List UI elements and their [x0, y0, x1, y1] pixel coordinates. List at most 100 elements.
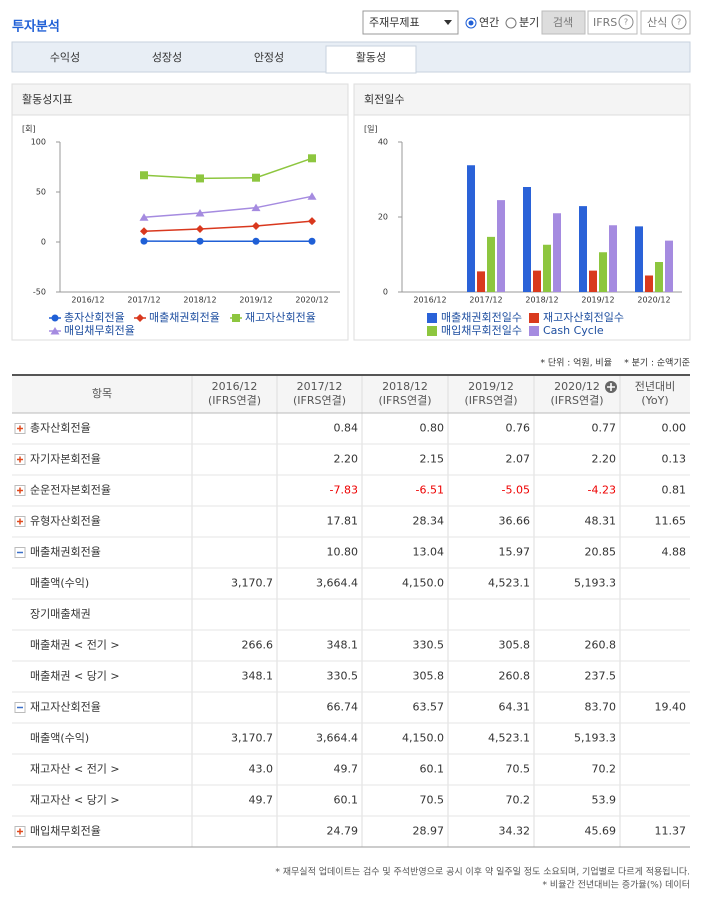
line-point: [140, 237, 148, 245]
cell-value: 2.07: [506, 453, 531, 466]
panel-header: [353, 83, 691, 116]
column-header: 2019/12: [468, 380, 514, 393]
cell-value: 348.1: [327, 639, 359, 652]
legend-label: 매입채무회전일수: [441, 323, 522, 337]
legend-label: 매출채권회전율: [149, 311, 220, 324]
cell-value: 70.2: [506, 794, 531, 807]
cell-value: -4.23: [588, 484, 616, 497]
cell-value: 83.70: [585, 701, 617, 714]
footnote: * 비율간 전년대비는 증가율(%) 데이터: [543, 880, 690, 891]
cell-value: 24.79: [327, 825, 359, 838]
cell-value: 348.1: [242, 670, 274, 683]
line-point: [140, 227, 148, 236]
row-label: 유형자산회전율: [30, 515, 101, 528]
line-point: [251, 203, 261, 212]
help-icon-mark: ?: [677, 18, 681, 27]
cell-value: 4,523.1: [488, 577, 530, 590]
row-label: 재고자산회전율: [30, 701, 101, 714]
cell-value: 19.40: [655, 701, 687, 714]
row-label: 매출액(수익): [30, 732, 89, 745]
toggle-glyph: [17, 425, 23, 432]
cell-value: 2.20: [334, 453, 359, 466]
radio-quarter[interactable]: [505, 17, 517, 29]
search-label: 검색: [553, 16, 573, 29]
cell-value: 17.81: [327, 515, 359, 528]
column-header: 전년대비: [635, 380, 675, 393]
column-header: 2017/12: [297, 380, 343, 393]
cell-value: 11.65: [655, 515, 687, 528]
formula-button[interactable]: [640, 10, 691, 35]
column-header: (IFRS연결): [464, 394, 517, 407]
legend-label: Cash Cycle: [543, 324, 604, 337]
active-tab[interactable]: [325, 45, 417, 74]
cell-value: 70.5: [420, 794, 445, 807]
help-icon: [618, 14, 634, 30]
cell-value: 266.6: [242, 639, 274, 652]
radio-label: 분기: [519, 16, 539, 29]
bar: [645, 275, 653, 292]
legend-marker: [136, 314, 144, 322]
cell-value: 10.80: [327, 546, 359, 559]
unit-note: * 단위 : 억원, 비율: [540, 357, 612, 369]
bar: [635, 226, 643, 292]
cell-value: 4,150.0: [402, 732, 444, 745]
bar: [589, 270, 597, 292]
statement-select[interactable]: [362, 10, 459, 35]
series-line: [143, 220, 313, 232]
toggle-glyph: [17, 456, 23, 463]
cell-value: 0.00: [662, 422, 687, 435]
tab-label[interactable]: 안정성: [254, 51, 284, 64]
cell-value: -5.05: [502, 484, 530, 497]
column-header: (YoY): [641, 394, 668, 407]
toggle-glyph: [17, 518, 23, 525]
line-point: [196, 237, 204, 245]
cell-value: -7.83: [330, 484, 358, 497]
bar: [497, 200, 505, 292]
search-button[interactable]: [541, 10, 586, 35]
line-point: [140, 171, 148, 180]
cell-value: 5,193.3: [574, 732, 616, 745]
cell-value: 60.1: [420, 763, 445, 776]
line-point: [308, 217, 316, 226]
ifrs-button[interactable]: [587, 10, 638, 35]
panel-header: [11, 83, 349, 116]
line-point: [196, 174, 204, 183]
line-point: [252, 237, 260, 245]
bar: [543, 244, 551, 292]
bar: [523, 187, 531, 292]
y-tick-label: 0: [41, 238, 46, 247]
formula-label: 산식: [647, 16, 667, 29]
tab-label[interactable]: 활동성: [356, 50, 386, 64]
column-header: (IFRS연결): [378, 394, 431, 407]
chart-title: 활동성지표: [22, 92, 73, 106]
line-point: [307, 192, 317, 200]
cell-value: 70.2: [592, 763, 617, 776]
line-point: [308, 154, 316, 163]
line-point: [139, 213, 149, 221]
bar: [599, 252, 607, 292]
bar: [477, 271, 485, 292]
cell-value: 66.74: [327, 701, 359, 714]
x-tick-label: 2017/12: [469, 296, 502, 305]
tab-label[interactable]: 성장성: [152, 51, 182, 64]
select-arrow: [444, 20, 452, 25]
tab-label[interactable]: 수익성: [50, 51, 80, 64]
cell-value: 53.9: [592, 794, 617, 807]
table-header-bg: [12, 375, 690, 413]
unit-note: * 분기 : 순액기준: [624, 357, 690, 369]
ifrs-label: IFRS: [593, 16, 617, 29]
cell-value: 36.66: [499, 515, 531, 528]
y-tick-label: -50: [33, 288, 46, 297]
legend-swatch: [427, 313, 437, 323]
cell-value: 49.7: [249, 794, 274, 807]
cell-value: 48.31: [585, 515, 617, 528]
bar: [467, 165, 475, 292]
column-header: 항목: [92, 387, 112, 400]
footnote: * 재무실적 업데이트는 검수 및 주석반영으로 공시 이후 약 일주일 정도 …: [275, 866, 690, 878]
page-title: 투자분석: [12, 20, 60, 35]
column-header: 2020/12: [554, 380, 600, 393]
line-point: [196, 224, 204, 233]
row-label: 순운전자본회전율: [30, 484, 111, 497]
cell-value: -6.51: [416, 484, 444, 497]
